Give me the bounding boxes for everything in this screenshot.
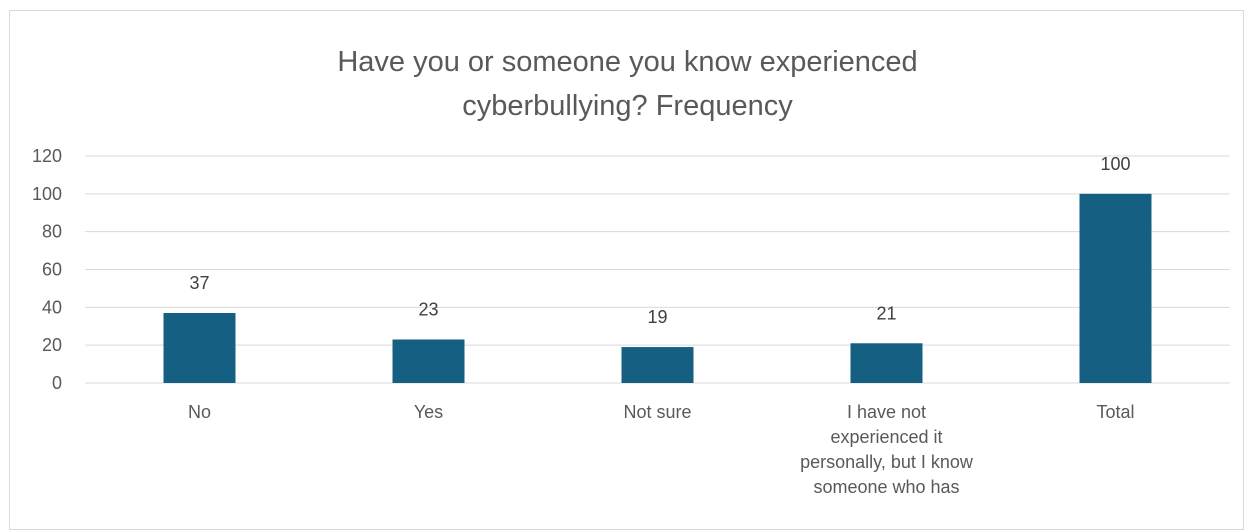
chart-title-line-1: Have you or someone you know experienced: [337, 46, 918, 78]
x-tick-label-line: No: [188, 402, 211, 422]
x-axis: No Yes Not sure I have not experienced it per…: [188, 402, 1135, 497]
x-tick-label-line: I have not: [847, 402, 926, 422]
x-tick-label-line: personally, but I know: [800, 452, 974, 472]
x-tick-label: I have not experienced it personally, but …: [800, 402, 974, 497]
data-label: 37: [189, 273, 209, 293]
data-label: 19: [647, 307, 667, 327]
y-tick-label: 20: [42, 335, 62, 355]
x-tick-label-line: experienced it: [830, 427, 942, 447]
y-tick-label: 100: [32, 184, 62, 204]
x-tick-label: Not sure: [623, 402, 691, 422]
y-tick-label: 0: [52, 373, 62, 393]
x-tick-label: No: [188, 402, 211, 422]
x-tick-label-line: someone who has: [813, 477, 959, 497]
y-tick-label: 40: [42, 297, 62, 317]
data-label: 21: [876, 303, 896, 323]
chart-title-line-2: cyberbullying? Frequency: [462, 90, 793, 122]
y-tick-label: 60: [42, 260, 62, 280]
bar: [621, 347, 694, 383]
x-tick-label: Total: [1096, 402, 1134, 422]
data-label: 23: [418, 299, 438, 319]
x-tick-label-line: Not sure: [623, 402, 691, 422]
chart-title: Have you or someone you know experienced…: [0, 40, 1255, 128]
data-labels: 37 23 19 21 100: [189, 154, 1130, 327]
x-tick-label-line: Total: [1096, 402, 1134, 422]
bar: [1079, 193, 1152, 383]
data-label: 100: [1100, 154, 1130, 174]
y-tick-label: 80: [42, 222, 62, 242]
bar: [163, 313, 236, 383]
x-tick-label-line: Yes: [414, 402, 443, 422]
x-tick-label: Yes: [414, 402, 443, 422]
bar: [392, 339, 465, 383]
bar: [850, 343, 923, 383]
y-tick-label: 120: [32, 146, 62, 166]
bars: [163, 193, 1152, 383]
